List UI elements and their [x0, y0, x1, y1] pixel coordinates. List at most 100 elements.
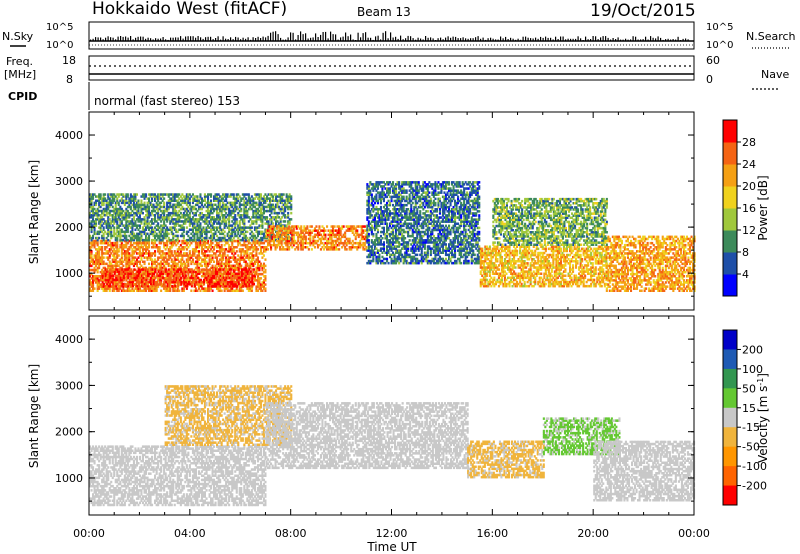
heatmap-cell [104, 280, 107, 284]
heatmap-cell [200, 260, 203, 263]
heatmap-cell [169, 276, 172, 280]
heatmap-cell [162, 276, 165, 280]
heatmap-cell [229, 256, 232, 259]
heatmap-cell [219, 280, 222, 284]
heatmap-region [265, 225, 368, 251]
heatmap-cell [104, 266, 107, 270]
heatmap-cell [221, 274, 224, 277]
heatmap-cell [259, 248, 262, 251]
heatmap-cell [151, 254, 154, 257]
heatmap-cell [95, 232, 98, 236]
heatmap-cell [110, 252, 113, 255]
heatmap-cell [232, 246, 235, 249]
heatmap-cell [185, 266, 188, 270]
heatmap-cell [95, 224, 98, 227]
heatmap-cell [123, 254, 126, 257]
heatmap-cell [145, 272, 148, 275]
heatmap-cell [160, 266, 163, 270]
heatmap-cell [261, 268, 264, 272]
heatmap-cell [205, 281, 208, 284]
heatmap-cell [151, 268, 154, 271]
heatmap-cell [231, 248, 234, 251]
nsky-bar [382, 32, 384, 41]
heatmap-cell [95, 211, 98, 215]
heatmap-cell [200, 275, 203, 278]
heatmap-cell [236, 272, 239, 275]
heatmap-cell [131, 262, 134, 266]
heatmap-cell [256, 279, 259, 282]
nsky-bar [350, 34, 352, 41]
heatmap-region [101, 268, 255, 288]
heatmap-cell [99, 239, 102, 243]
nsky-bar [655, 38, 657, 41]
heatmap-cell [244, 252, 247, 255]
heatmap-cell [90, 241, 93, 245]
heatmap-cell [123, 239, 126, 243]
heatmap-cell [234, 289, 237, 292]
heatmap-cell [181, 258, 184, 261]
heatmap-cell [226, 262, 229, 266]
nsky-bar [407, 35, 409, 41]
heatmap-cell [154, 254, 157, 257]
heatmap-cell [235, 218, 238, 221]
heatmap-cell [234, 266, 237, 270]
heatmap-cell [125, 284, 128, 288]
heatmap-cell [219, 284, 222, 288]
heatmap-cell [153, 278, 156, 282]
heatmap-cell [122, 272, 125, 275]
heatmap-cell [205, 246, 208, 249]
heatmap-cell [96, 238, 99, 242]
heatmap-cell [141, 246, 144, 249]
heatmap-cell [170, 252, 173, 255]
heatmap-cell [101, 276, 104, 280]
heatmap-cell [245, 270, 248, 273]
heatmap-cell [96, 216, 99, 219]
heatmap-cell [229, 270, 232, 274]
heatmap-cell [247, 246, 250, 249]
heatmap-cell [246, 248, 249, 251]
nsky-bar [272, 31, 274, 41]
heatmap-cell [240, 283, 243, 286]
heatmap-cell [200, 243, 203, 247]
heatmap-cell [227, 280, 230, 284]
heatmap-cell [157, 268, 160, 272]
heatmap-cell [178, 254, 181, 257]
heatmap-cell [145, 289, 148, 292]
heatmap-cell [89, 275, 92, 278]
heatmap-cell [262, 246, 265, 249]
heatmap-cell [104, 241, 107, 245]
heatmap-cell [196, 268, 199, 272]
heatmap-cell [210, 276, 213, 280]
heatmap-cell [207, 241, 210, 245]
heatmap-cell [338, 248, 341, 251]
heatmap-cell [128, 260, 131, 263]
heatmap-cell [202, 274, 205, 277]
heatmap-cell [95, 203, 98, 207]
heatmap-cell [258, 266, 261, 270]
heatmap-cell [193, 276, 196, 280]
heatmap-cell [117, 289, 120, 292]
heatmap-cell [255, 270, 258, 274]
heatmap-cell [252, 268, 255, 271]
heatmap-cell [113, 254, 116, 257]
heatmap-cell [148, 272, 151, 275]
heatmap-cell [232, 193, 235, 196]
heatmap-cell [169, 264, 172, 268]
heatmap-cell [112, 278, 115, 282]
heatmap-cell [167, 258, 170, 261]
heatmap-cell [163, 243, 166, 247]
heatmap-cell [236, 268, 239, 271]
heatmap-cell [166, 289, 169, 292]
heatmap-cell [181, 254, 184, 257]
heatmap-cell [233, 282, 236, 286]
heatmap-cell [240, 207, 243, 211]
heatmap-cell [122, 252, 125, 255]
heatmap-cell [125, 275, 128, 278]
heatmap-cell [93, 201, 96, 205]
nsky-bar [360, 37, 362, 41]
heatmap-cell [110, 280, 113, 284]
heatmap-cell [119, 283, 122, 286]
heatmap-cell [179, 272, 182, 276]
heatmap-cell [164, 287, 167, 290]
